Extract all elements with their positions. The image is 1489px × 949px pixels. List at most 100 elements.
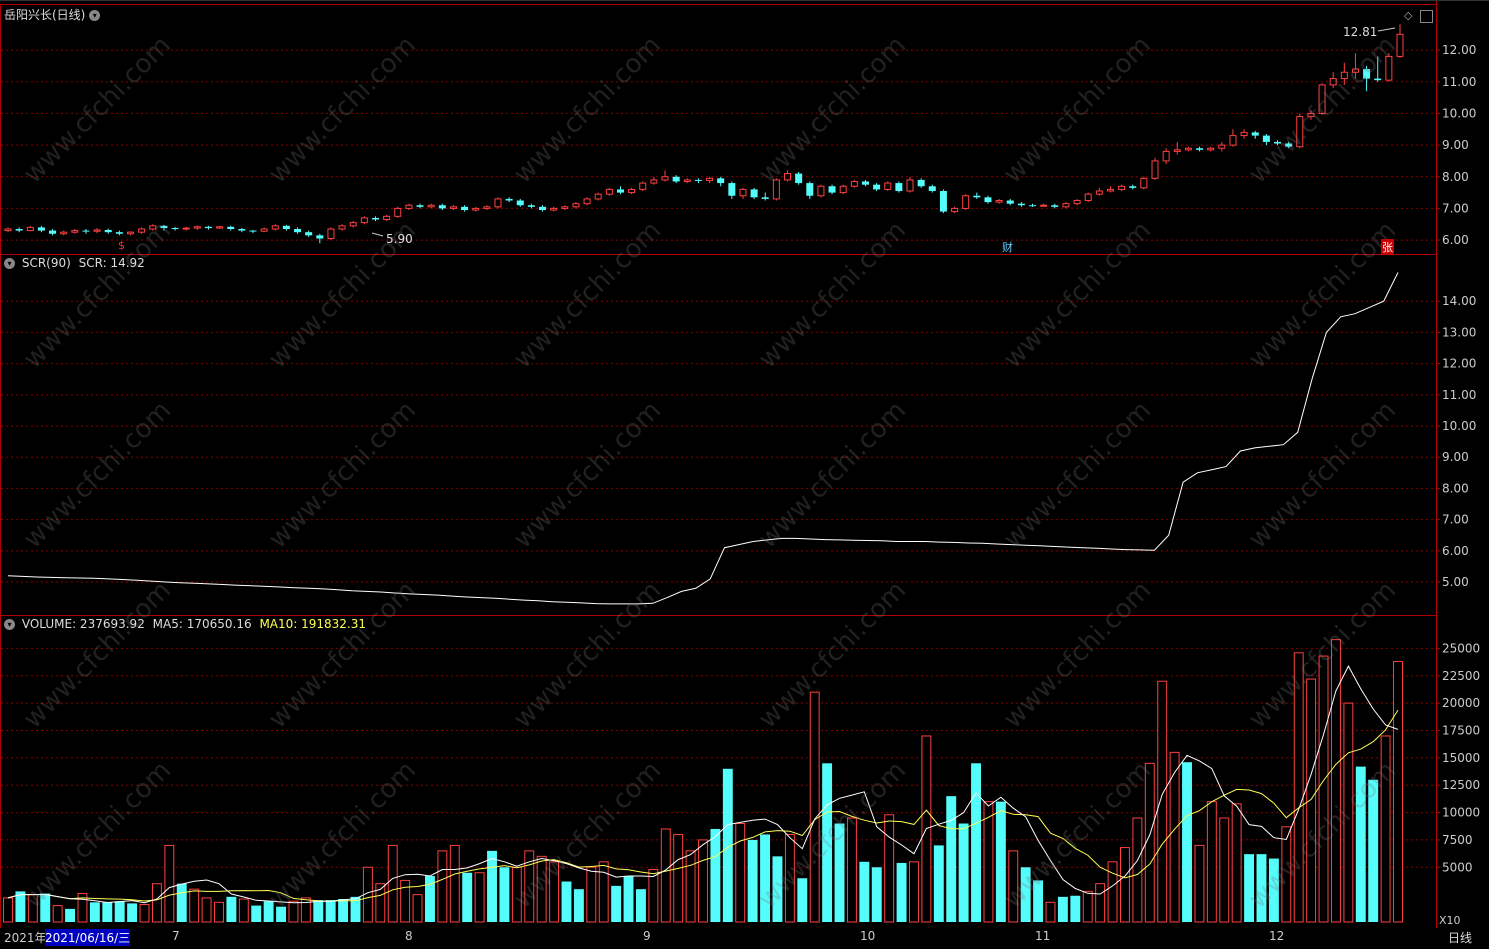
y-tick-label: 10.00 [1442, 419, 1476, 433]
candle [1363, 65, 1371, 92]
candle [1140, 176, 1148, 190]
marker-dividend[interactable]: $ [118, 239, 125, 252]
chevron-down-icon[interactable]: ▾ [4, 258, 15, 269]
volume-bar [412, 894, 423, 923]
marker-limit-up[interactable]: 张 [1381, 239, 1394, 255]
volume-bar [387, 844, 398, 923]
candle-body [895, 183, 903, 191]
candle [717, 176, 725, 187]
volume-bar [1268, 858, 1279, 922]
window-toggle-icon[interactable] [1420, 10, 1433, 23]
candle [249, 229, 257, 234]
candle-body [1162, 150, 1170, 162]
candle-body [115, 232, 123, 234]
candle [405, 203, 413, 210]
chevron-down-icon[interactable]: ▾ [4, 619, 15, 630]
candle [1062, 202, 1070, 209]
candlestick-series[interactable] [4, 24, 1404, 244]
volume-bar [822, 763, 833, 922]
candle [1229, 129, 1237, 147]
candle-body [1385, 55, 1393, 81]
marker-finance[interactable]: 财 [1002, 241, 1013, 254]
diamond-icon[interactable]: ◇ [1404, 9, 1413, 22]
candle [1240, 129, 1248, 139]
candle [260, 227, 268, 233]
period-label[interactable]: 日线 [1448, 931, 1473, 945]
candle [316, 233, 324, 244]
volume-bar [896, 862, 907, 922]
candle-body [1140, 177, 1148, 189]
candle [1118, 184, 1126, 191]
candle [193, 225, 201, 230]
candle [26, 225, 34, 232]
candle [461, 205, 469, 212]
candle [561, 205, 569, 210]
candle-body [182, 227, 190, 230]
candle-body [1118, 185, 1126, 190]
candle-body [126, 231, 134, 235]
chevron-down-icon[interactable]: ▾ [89, 10, 101, 21]
candle [1296, 113, 1304, 149]
candle [37, 225, 45, 233]
candle [449, 205, 457, 210]
volume-bar [573, 889, 584, 922]
y-tick-label: 8.00 [1442, 481, 1469, 495]
candle-body [873, 184, 881, 190]
candle-body [316, 235, 324, 239]
volume-bar [1132, 817, 1143, 923]
volume-bar [15, 891, 26, 922]
volume-bar [1330, 639, 1341, 923]
ma5-line [7, 665, 1399, 904]
candle-body [1329, 78, 1337, 86]
candle-body [1229, 135, 1237, 146]
candle [93, 228, 101, 234]
candle [1396, 24, 1404, 58]
candle [82, 229, 90, 234]
candle-body [294, 229, 302, 233]
volume-bar [660, 828, 671, 923]
volume-bar [598, 861, 609, 923]
candle [995, 198, 1003, 204]
candle-body [1340, 71, 1348, 80]
candle-body [839, 185, 847, 194]
candle-body [1173, 149, 1181, 152]
candle-body [527, 205, 535, 207]
candle-body [1051, 205, 1059, 207]
candle-body [449, 206, 457, 209]
candle-body [104, 229, 112, 233]
candle-body [1262, 135, 1270, 142]
candle [383, 214, 391, 222]
candle-body [795, 173, 803, 184]
ma5-value: MA5: 170650.16 [152, 617, 252, 631]
y-tick-label: 9.00 [1442, 138, 1469, 152]
candle [828, 184, 836, 195]
candle [839, 184, 847, 195]
candle-body [739, 188, 747, 197]
candle-body [1318, 84, 1326, 114]
candle-body [995, 200, 1003, 203]
stock-title: 岳阳兴长(日线) [4, 8, 86, 22]
candle-body [483, 206, 491, 209]
y-tick-label: 15000 [1442, 751, 1480, 765]
ma10-line [7, 709, 1399, 902]
candle [572, 202, 580, 209]
scr-line[interactable] [7, 272, 1399, 605]
candle [216, 225, 224, 229]
volume-bar [1169, 751, 1180, 923]
candle [1017, 202, 1025, 207]
candle-body [1084, 193, 1092, 202]
candle [15, 227, 23, 233]
volume-bar [201, 897, 212, 923]
candle-body [1151, 160, 1159, 179]
volume-bar [1219, 817, 1230, 923]
volume-bars[interactable] [3, 639, 1403, 923]
candle [906, 176, 914, 193]
y-tick-label: 7.00 [1442, 201, 1469, 215]
volume-bar [1157, 680, 1168, 923]
candle-body [906, 179, 914, 192]
candle-body [216, 226, 224, 229]
volume-value: VOLUME: 237693.92 [21, 617, 145, 631]
volume-bar [871, 867, 882, 922]
candle-body [1029, 205, 1037, 207]
